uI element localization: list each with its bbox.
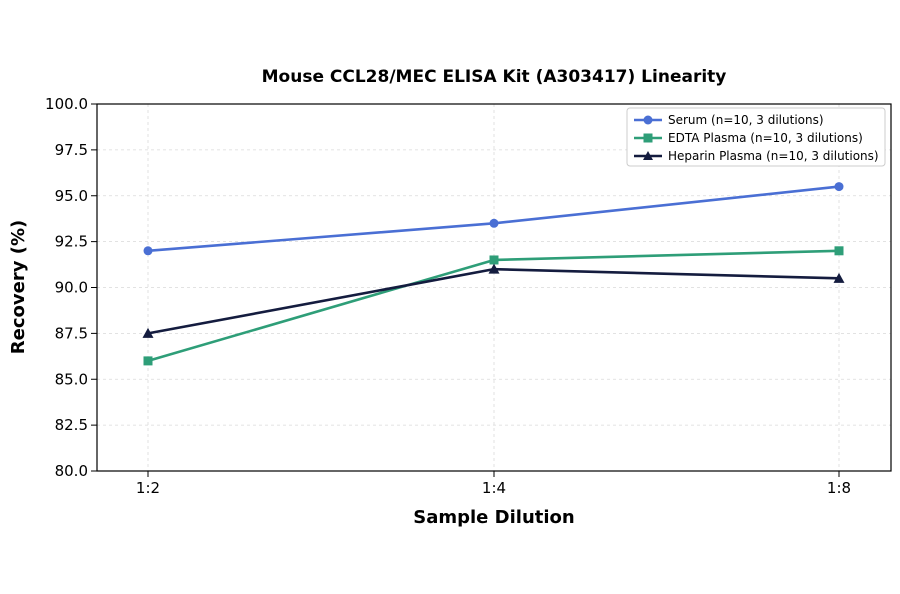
data-point-heparin-plasma-1-2 [142, 327, 154, 338]
data-point-edta-plasma-1-2 [143, 356, 153, 366]
y-tick-label: 82.5 [55, 416, 88, 434]
data-point-heparin-plasma-1-8 [833, 272, 845, 283]
axis-ticks: 80.0 82.5 85.0 87.5 90.0 92.5 95.0 97.5 100.0 1:2… [45, 95, 851, 497]
x-tick-label: 1:2 [136, 479, 160, 497]
y-tick-label: 85.0 [55, 370, 88, 388]
series-edta-plasma [143, 246, 844, 366]
series-serum [143, 182, 844, 256]
y-axis-label: Recovery (%) [8, 220, 29, 354]
y-tick-label: 95.0 [55, 187, 88, 205]
data-point-serum-1-2 [143, 246, 153, 256]
legend-box [626, 107, 886, 167]
series-line-heparin-plasma [147, 267, 840, 335]
data-point-serum-1-4 [489, 218, 499, 228]
legend-marker-edta-plasma [643, 133, 653, 143]
x-tick-label: 1:4 [482, 479, 506, 497]
x-axis-label: Sample Dilution [413, 507, 574, 528]
data-point-edta-plasma-1-8 [834, 246, 844, 256]
y-tick-label: 100.0 [45, 95, 88, 113]
x-tick-label: 1:8 [827, 479, 851, 497]
chart-title: Mouse CCL28/MEC ELISA Kit (A303417) Line… [262, 67, 727, 87]
legend-item-serum: Serum (n=10, 3 dilutions) [634, 113, 824, 127]
legend-item-edta-plasma: EDTA Plasma (n=10, 3 dilutions) [634, 131, 863, 145]
series-layer [142, 182, 845, 366]
series-heparin-plasma [142, 263, 845, 338]
y-tick-label: 80.0 [55, 462, 88, 480]
data-point-edta-plasma-1-4 [489, 255, 499, 265]
data-point-serum-1-8 [834, 182, 844, 192]
legend-label-heparin-plasma: Heparin Plasma (n=10, 3 dilutions) [668, 149, 879, 163]
y-tick-label: 97.5 [55, 141, 88, 159]
y-tick-label: 90.0 [55, 279, 88, 297]
legend: Serum (n=10, 3 dilutions) EDTA Plasma (n… [626, 107, 886, 167]
y-tick-label: 92.5 [55, 233, 88, 251]
legend-item-heparin-plasma: Heparin Plasma (n=10, 3 dilutions) [634, 149, 879, 163]
data-point-heparin-plasma-1-4 [488, 263, 500, 274]
legend-marker-heparin-plasma [643, 151, 653, 160]
legend-label-edta-plasma: EDTA Plasma (n=10, 3 dilutions) [668, 131, 863, 145]
legend-label-serum: Serum (n=10, 3 dilutions) [668, 113, 824, 127]
y-tick-label: 87.5 [55, 324, 88, 342]
legend-marker-serum [643, 115, 653, 125]
series-line-serum [147, 185, 840, 253]
